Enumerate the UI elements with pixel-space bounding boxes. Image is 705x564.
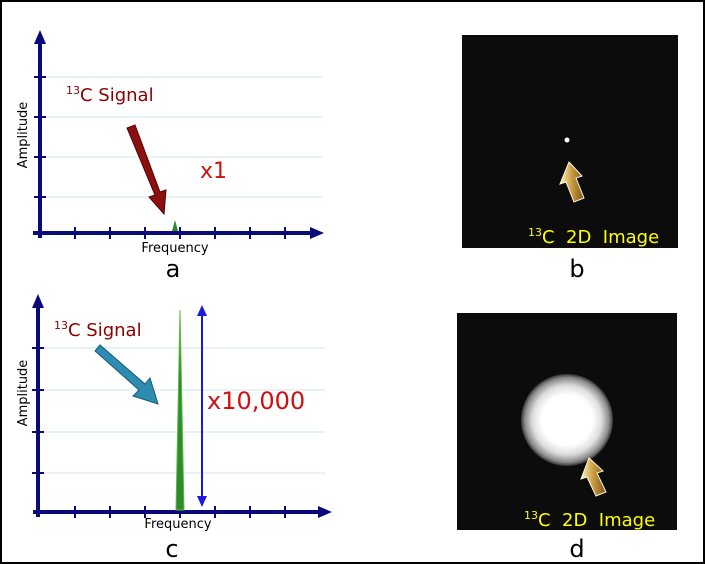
superscript: 13 [66, 84, 80, 97]
signal-label: 13C Signal [66, 84, 154, 106]
pointer-arrow [580, 457, 607, 497]
axis-arrowhead [32, 294, 44, 308]
peak [172, 220, 178, 231]
panel-label: c [165, 535, 178, 563]
pointer-arrow [559, 161, 585, 203]
pointer-arrow [126, 124, 167, 216]
panel-d: 13C 2D Image d [457, 313, 677, 563]
panel-a: 13C Signal x1 Amplitude Frequency a [16, 30, 324, 283]
panel-label: a [166, 255, 181, 283]
image [462, 35, 678, 248]
panel-b: 13C 2D Image b [462, 35, 678, 283]
peak [175, 309, 185, 511]
panel-label: b [569, 255, 584, 283]
grid [40, 76, 322, 198]
y-axis-label: Amplitude [16, 102, 31, 169]
caption-text: C 2D Image [538, 510, 655, 531]
axis-arrowhead [34, 30, 46, 44]
axis-arrowhead [318, 506, 332, 518]
image-caption: 13C 2D Image [524, 509, 655, 531]
multiplier: x1 [200, 159, 227, 184]
axis-arrowhead [310, 227, 324, 239]
signal-text: C Signal [68, 320, 142, 341]
panel-label: d [569, 535, 584, 563]
multiplier: x10,000 [207, 387, 305, 415]
x-axis-label: Frequency [144, 517, 211, 532]
signal-text: C Signal [80, 85, 154, 106]
panel-c: 13C Signal x10,000 Amplitude Frequency c [16, 294, 332, 563]
signal-spot [564, 137, 570, 143]
caption-text: C 2D Image [542, 227, 659, 248]
x-axis-label: Frequency [141, 241, 208, 256]
y-axis-label: Amplitude [16, 360, 31, 427]
superscript: 13 [528, 226, 542, 239]
arrowhead [197, 305, 207, 316]
pointer-arrow [94, 344, 159, 405]
image-caption: 13C 2D Image [528, 226, 659, 248]
signal-label: 13C Signal [54, 319, 142, 341]
signal-disk [521, 374, 613, 466]
arrowhead [197, 496, 207, 507]
superscript: 13 [524, 509, 538, 522]
scale-arrow [197, 305, 207, 507]
superscript: 13 [54, 319, 68, 332]
